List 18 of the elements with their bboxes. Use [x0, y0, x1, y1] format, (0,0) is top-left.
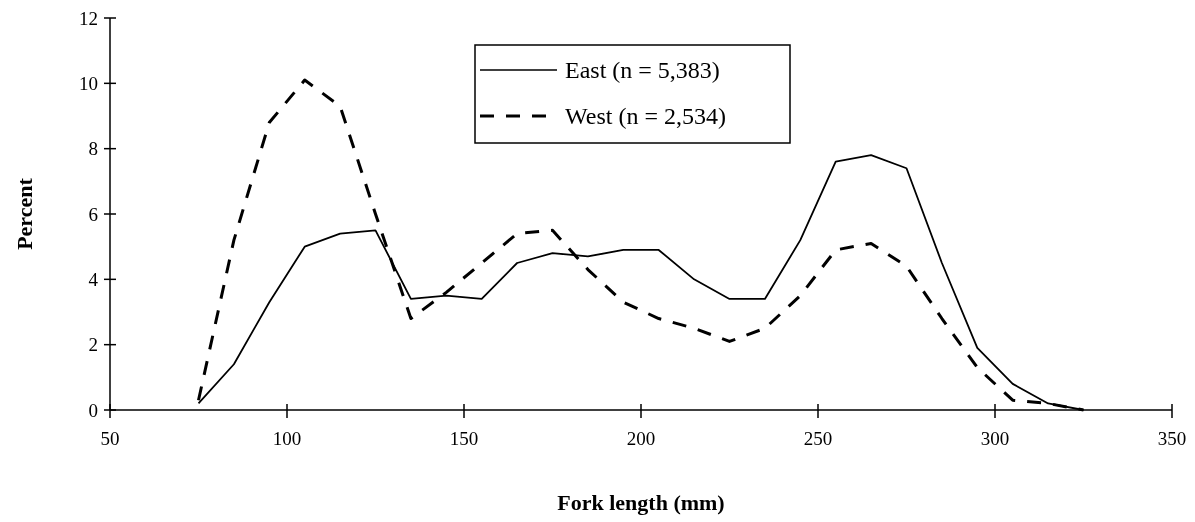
y-tick-label: 0 — [88, 399, 98, 421]
x-tick-label: 300 — [980, 428, 1010, 449]
x-tick-label: 50 — [100, 428, 120, 449]
x-tick-label: 250 — [803, 428, 833, 449]
legend-label: East (n = 5,383) — [565, 57, 720, 84]
y-tick-label: 10 — [79, 72, 98, 94]
x-axis-title: Fork length (mm) — [557, 490, 725, 515]
y-tick-label: 2 — [88, 334, 98, 356]
y-axis-title: Percent — [12, 177, 37, 250]
x-tick-label: 200 — [626, 428, 656, 449]
x-tick-label: 100 — [272, 428, 302, 449]
y-tick-label: 6 — [88, 203, 98, 225]
x-tick-label: 150 — [449, 428, 479, 449]
y-tick-label: 8 — [88, 138, 98, 160]
y-tick-label: 12 — [79, 7, 98, 29]
legend-label: West (n = 2,534) — [565, 103, 726, 130]
y-tick-label: 4 — [88, 268, 99, 290]
x-tick-label: 350 — [1157, 428, 1187, 449]
